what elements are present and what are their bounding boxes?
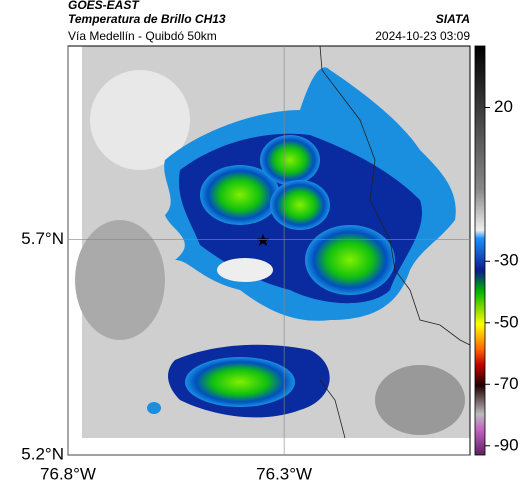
- colorbar-tick-label: -50: [494, 312, 519, 331]
- y-tick-label: 5.2°N: [21, 444, 64, 463]
- x-tick-label: 76.3°W: [256, 464, 312, 483]
- satellite-image: [68, 45, 471, 455]
- y-tick-label: 5.7°N: [21, 229, 64, 248]
- title: GOES-EAST: [68, 0, 140, 12]
- location: Vía Medellín - Quibdó 50km: [68, 29, 217, 43]
- colorbar-tick-label: 20: [494, 97, 513, 116]
- datetime: 2024-10-23 03:09: [375, 29, 470, 43]
- subtitle: Temperatura de Brillo CH13: [68, 12, 226, 26]
- colorbar-tick-label: -90: [494, 435, 519, 454]
- colorbar-tick-label: -30: [494, 251, 519, 270]
- x-tick-label: 76.8°W: [40, 464, 96, 483]
- colorbar: [474, 45, 486, 456]
- source: SIATA: [436, 12, 470, 26]
- colorbar-tick-label: -70: [494, 374, 519, 393]
